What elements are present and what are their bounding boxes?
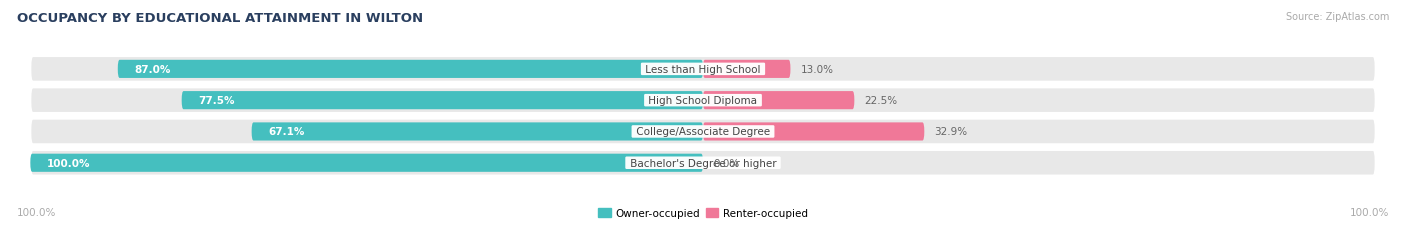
FancyBboxPatch shape bbox=[31, 88, 1375, 113]
Text: 87.0%: 87.0% bbox=[135, 65, 172, 75]
Text: 100.0%: 100.0% bbox=[1350, 207, 1389, 217]
Text: Bachelor's Degree or higher: Bachelor's Degree or higher bbox=[627, 158, 779, 168]
Text: 100.0%: 100.0% bbox=[17, 207, 56, 217]
FancyBboxPatch shape bbox=[252, 123, 703, 141]
Text: 67.1%: 67.1% bbox=[269, 127, 305, 137]
FancyBboxPatch shape bbox=[118, 61, 703, 79]
Text: 0.0%: 0.0% bbox=[713, 158, 740, 168]
FancyBboxPatch shape bbox=[181, 92, 703, 110]
FancyBboxPatch shape bbox=[31, 154, 703, 172]
Text: OCCUPANCY BY EDUCATIONAL ATTAINMENT IN WILTON: OCCUPANCY BY EDUCATIONAL ATTAINMENT IN W… bbox=[17, 12, 423, 24]
FancyBboxPatch shape bbox=[703, 123, 924, 141]
Text: College/Associate Degree: College/Associate Degree bbox=[633, 127, 773, 137]
Text: 32.9%: 32.9% bbox=[935, 127, 967, 137]
FancyBboxPatch shape bbox=[703, 61, 790, 79]
FancyBboxPatch shape bbox=[31, 119, 1375, 145]
Legend: Owner-occupied, Renter-occupied: Owner-occupied, Renter-occupied bbox=[599, 208, 807, 218]
FancyBboxPatch shape bbox=[703, 92, 855, 110]
Text: High School Diploma: High School Diploma bbox=[645, 96, 761, 106]
Text: 77.5%: 77.5% bbox=[198, 96, 235, 106]
Text: Less than High School: Less than High School bbox=[643, 65, 763, 75]
Text: Source: ZipAtlas.com: Source: ZipAtlas.com bbox=[1285, 12, 1389, 21]
Text: 100.0%: 100.0% bbox=[48, 158, 90, 168]
Text: 13.0%: 13.0% bbox=[800, 65, 834, 75]
Text: 22.5%: 22.5% bbox=[865, 96, 897, 106]
FancyBboxPatch shape bbox=[31, 150, 1375, 176]
FancyBboxPatch shape bbox=[31, 57, 1375, 82]
